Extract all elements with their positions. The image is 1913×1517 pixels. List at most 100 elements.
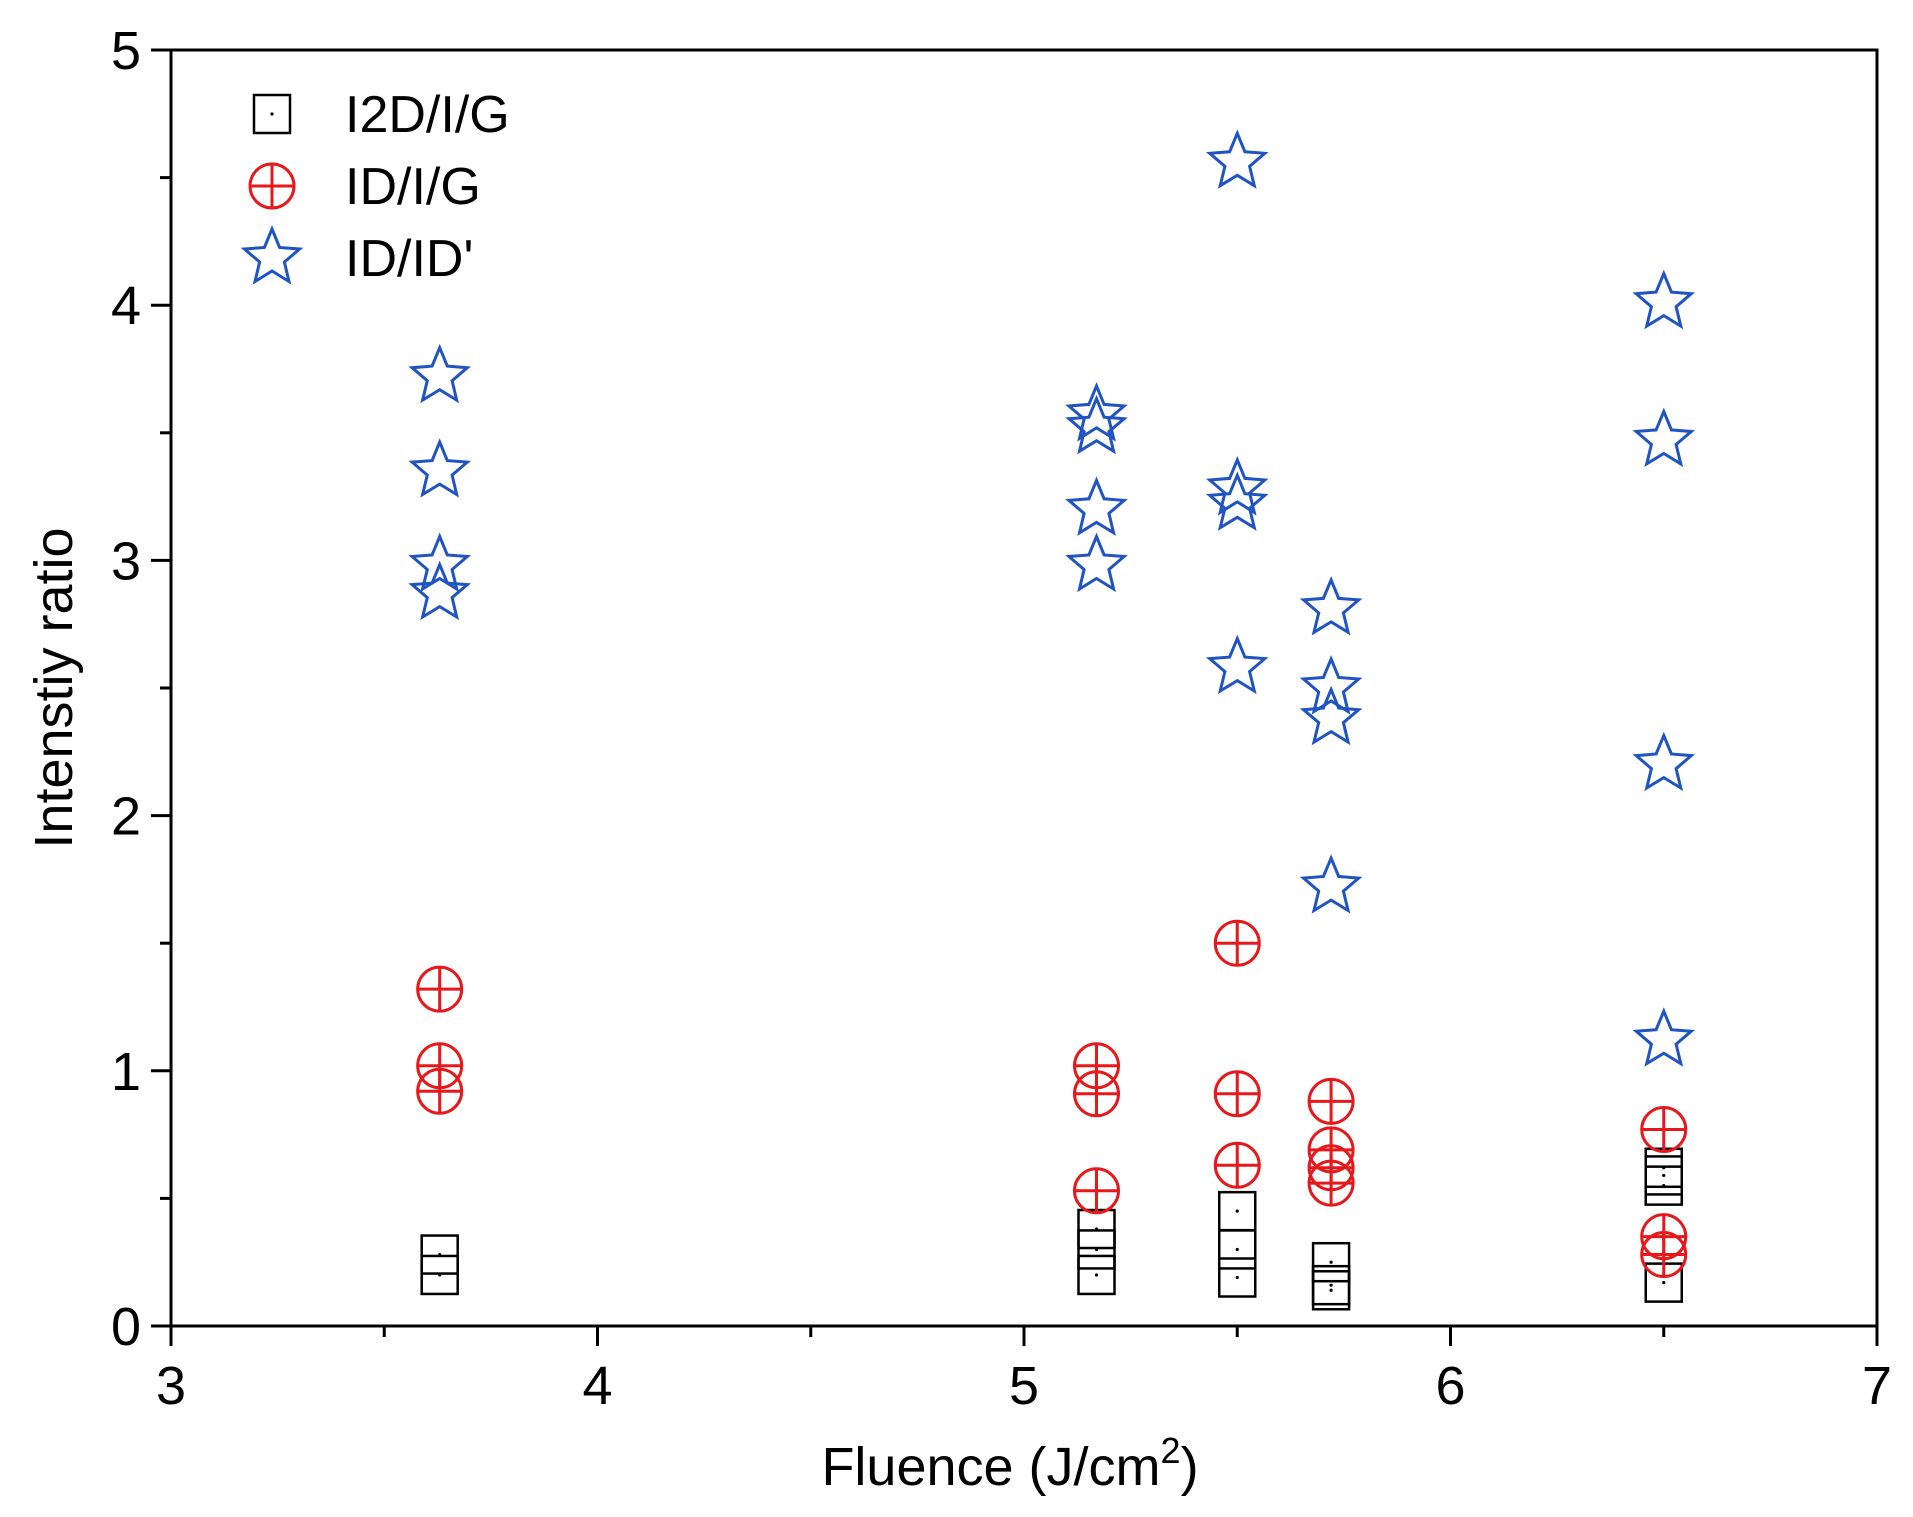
square-marker: [1311, 1264, 1351, 1306]
data-point: [1311, 1241, 1351, 1283]
data-point: [1077, 1229, 1116, 1270]
star-marker: [1065, 394, 1128, 455]
data-point: [1632, 731, 1696, 792]
square-marker-dot: [1329, 1283, 1333, 1287]
square-marker-dot: [1235, 1275, 1239, 1280]
axis-ticks: 3 4 5 6 7 0 1 2 3 4 5: [111, 21, 1892, 1416]
data-point: [1632, 407, 1696, 468]
square-marker: [420, 1234, 459, 1275]
x-tick-label: 5: [1009, 1356, 1039, 1416]
star-marker: [1299, 575, 1363, 636]
data-point: [1213, 1141, 1261, 1189]
data-point: [1077, 1254, 1116, 1296]
data-point: [1307, 1126, 1355, 1174]
data-point: [1213, 1070, 1261, 1118]
legend-label: ID/I/G: [345, 158, 481, 216]
data-point: [1299, 685, 1363, 746]
data-point: [1307, 1077, 1355, 1125]
square-marker-dot: [1094, 1273, 1099, 1277]
star-marker: [1632, 1007, 1696, 1067]
data-point: [408, 343, 472, 404]
star-marker: [1299, 685, 1363, 746]
data-point: [1644, 1155, 1683, 1196]
star-marker: [408, 343, 472, 404]
y-tick-label: 3: [111, 531, 141, 591]
square-marker-dot: [1094, 1227, 1099, 1231]
y-tick-label: 4: [111, 276, 141, 336]
data-point: [1065, 394, 1128, 455]
data-point: [1640, 1105, 1688, 1153]
y-tick-label: 1: [111, 1042, 141, 1102]
data-point: [408, 532, 472, 593]
square-marker-dot: [1235, 1209, 1239, 1213]
star-marker: [408, 532, 472, 593]
star-marker: [1065, 532, 1128, 593]
square-marker-dot: [1235, 1247, 1239, 1252]
legend-marker: [252, 93, 292, 135]
legend-label: ID/ID': [345, 230, 473, 288]
star-marker: [1632, 731, 1696, 792]
legend-marker: [248, 162, 296, 210]
data-point: [1205, 634, 1269, 695]
data-point: [1213, 919, 1261, 967]
star-marker: [408, 438, 472, 498]
square-marker-dot: [1329, 1260, 1333, 1264]
square-marker-dot: [1662, 1281, 1666, 1285]
star-marker: [1205, 129, 1269, 189]
data-point: [416, 1042, 464, 1090]
data-point: [1077, 1208, 1116, 1250]
data-point: [420, 1254, 459, 1296]
star-marker: [1205, 634, 1269, 695]
x-tick-label: 3: [156, 1356, 186, 1416]
data-points: [408, 129, 1696, 1311]
square-marker: [1218, 1190, 1257, 1232]
data-point: [1218, 1229, 1257, 1270]
data-point: [1065, 381, 1128, 442]
square-marker: [1218, 1257, 1257, 1298]
star-marker: [1205, 471, 1269, 531]
square-marker-dot: [270, 112, 274, 116]
square-marker: [1077, 1254, 1116, 1296]
data-point: [1205, 471, 1269, 531]
data-point: [1632, 269, 1696, 330]
data-point: [408, 438, 472, 498]
star-marker: [1065, 381, 1128, 442]
x-tick-label: 4: [582, 1356, 612, 1416]
data-point: [1299, 575, 1363, 636]
data-point: [1065, 532, 1128, 593]
data-point: [1640, 1213, 1688, 1261]
star-marker: [1299, 854, 1363, 914]
data-point: [1205, 129, 1269, 189]
legend-marker: [240, 225, 304, 285]
star-marker: [1299, 655, 1363, 715]
legend: I2D/I/G ID/I/G ID/ID': [240, 86, 510, 288]
star-marker: [1632, 407, 1696, 468]
y-tick-label: 5: [111, 21, 141, 81]
data-point: [1311, 1264, 1351, 1306]
data-point: [1299, 854, 1363, 914]
data-point: [420, 1234, 459, 1275]
square-marker-dot: [1662, 1166, 1666, 1170]
data-point: [1299, 655, 1363, 715]
square-marker-dot: [1329, 1288, 1333, 1292]
square-marker: [1311, 1241, 1351, 1283]
y-tick-label: 0: [111, 1297, 141, 1357]
square-marker-dot: [1662, 1173, 1666, 1178]
star-marker: [1632, 269, 1696, 330]
data-point: [416, 965, 464, 1013]
data-point: [408, 560, 472, 621]
star-marker: [408, 560, 472, 621]
data-point: [1218, 1257, 1257, 1298]
data-point: [1218, 1190, 1257, 1232]
data-point: [1632, 1007, 1696, 1067]
data-point: [1205, 455, 1269, 516]
legend-label: I2D/I/G: [345, 86, 510, 144]
x-axis-title: Fluence (J/cm2): [821, 1430, 1198, 1497]
y-tick-label: 2: [111, 787, 141, 847]
data-point: [1065, 476, 1128, 536]
data-point: [1073, 1042, 1121, 1090]
data-point: [1073, 1167, 1121, 1215]
star-marker: [1065, 476, 1128, 536]
